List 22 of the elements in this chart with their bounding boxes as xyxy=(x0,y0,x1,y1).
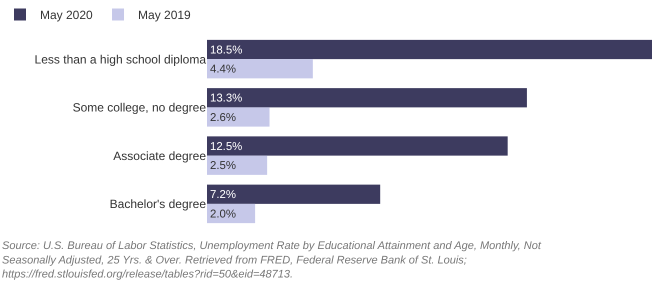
bar xyxy=(207,184,380,204)
data-label: 7.2% xyxy=(210,189,236,202)
data-label: 13.3% xyxy=(210,92,242,105)
data-label: 2.6% xyxy=(210,112,236,124)
bar xyxy=(207,156,268,175)
legend-label: May 2019 xyxy=(138,8,192,22)
bar xyxy=(207,59,313,78)
bar xyxy=(207,136,508,156)
legend-label: May 2020 xyxy=(40,8,94,22)
y-tick-label: Less than a high school diploma xyxy=(34,52,206,66)
data-label: 12.5% xyxy=(210,140,242,153)
y-tick-label: Associate degree xyxy=(113,148,206,163)
bar xyxy=(207,40,652,60)
bar xyxy=(207,107,270,127)
source-note: Source: U.S. Bureau of Labor Statistics, Unemployment Rate by Educational Attainment and Age, Monthly, Not Seasonally Adjusted, 25 Yrs. & Over. Retrieved from FRED, Federal Reserve Bank of St. Louis; https://fred.stlouisfed.org/release/tables?rid=50&eid=48713. xyxy=(2,240,542,281)
data-label: 2.5% xyxy=(210,160,236,172)
data-label: 18.5% xyxy=(210,44,242,56)
data-label: 4.4% xyxy=(210,64,236,76)
y-tick-label: Some college, no degree xyxy=(72,100,206,115)
y-tick-label: Bachelor's degree xyxy=(110,197,206,212)
data-label: 2.0% xyxy=(210,208,236,220)
bar xyxy=(207,88,527,108)
